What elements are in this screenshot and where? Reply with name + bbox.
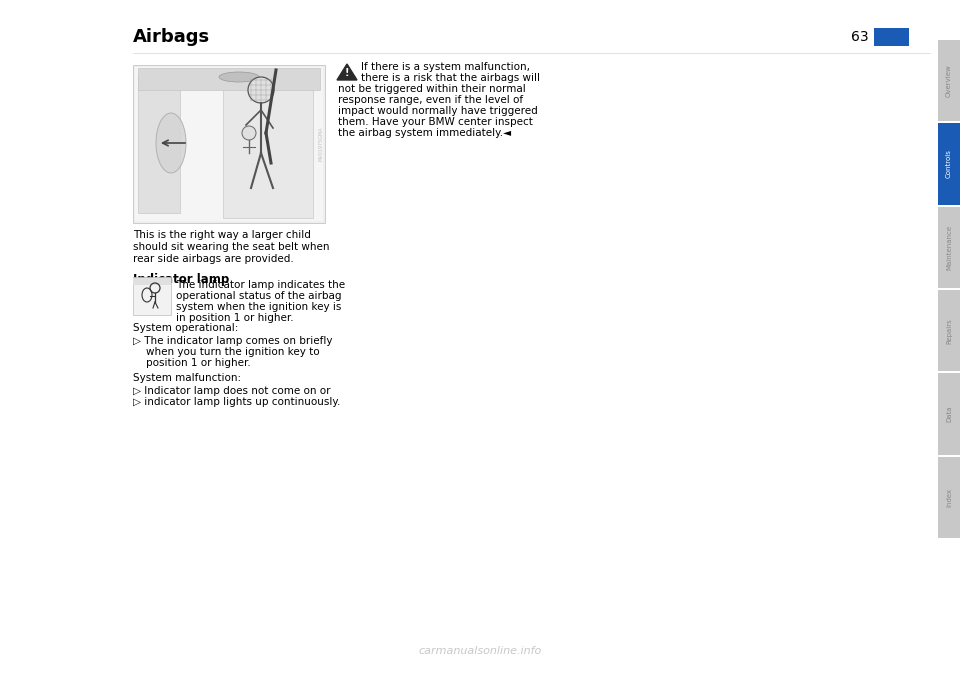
Text: system when the ignition key is: system when the ignition key is: [176, 302, 342, 312]
Bar: [133, 65, 325, 223]
Text: when you turn the ignition key to: when you turn the ignition key to: [133, 347, 320, 357]
Text: impact would normally have triggered: impact would normally have triggered: [338, 106, 538, 116]
Bar: [874, 28, 909, 46]
Text: Maintenance: Maintenance: [946, 225, 952, 270]
Text: position 1 or higher.: position 1 or higher.: [133, 358, 251, 368]
Text: The indicator lamp indicates the: The indicator lamp indicates the: [176, 280, 346, 290]
Bar: [138, 68, 320, 90]
Text: carmanualsonline.info: carmanualsonline.info: [419, 646, 541, 656]
Text: there is a risk that the airbags will: there is a risk that the airbags will: [361, 73, 540, 83]
Circle shape: [248, 77, 274, 103]
Bar: [133, 278, 171, 285]
Text: Airbags: Airbags: [133, 28, 210, 46]
Polygon shape: [337, 64, 357, 80]
Bar: [938, 374, 960, 455]
Text: Overview: Overview: [946, 64, 952, 97]
Text: 63: 63: [852, 30, 869, 44]
Text: This is the right way a larger child: This is the right way a larger child: [133, 230, 311, 240]
Text: !: !: [345, 68, 349, 78]
Text: Index: Index: [946, 487, 952, 507]
Text: response range, even if the level of: response range, even if the level of: [338, 95, 523, 105]
Bar: [138, 75, 180, 213]
Text: Controls: Controls: [946, 150, 952, 178]
Text: Data: Data: [946, 405, 952, 422]
Bar: [223, 70, 313, 218]
Text: ▷ Indicator lamp does not come on or: ▷ Indicator lamp does not come on or: [133, 386, 330, 396]
Bar: [938, 40, 960, 121]
Text: should sit wearing the seat belt when: should sit wearing the seat belt when: [133, 242, 329, 252]
Text: System malfunction:: System malfunction:: [133, 373, 241, 383]
Text: ▷ indicator lamp lights up continuously.: ▷ indicator lamp lights up continuously.: [133, 397, 341, 407]
Text: in position 1 or higher.: in position 1 or higher.: [176, 313, 294, 323]
Text: rear side airbags are provided.: rear side airbags are provided.: [133, 254, 294, 264]
Text: Repairs: Repairs: [946, 318, 952, 344]
Text: not be triggered within their normal: not be triggered within their normal: [338, 84, 526, 94]
Text: the airbag system immediately.◄: the airbag system immediately.◄: [338, 128, 511, 138]
Text: If there is a system malfunction,: If there is a system malfunction,: [361, 62, 530, 72]
Bar: [938, 123, 960, 205]
Bar: [135, 67, 323, 221]
Circle shape: [242, 126, 256, 140]
Text: ▷ The indicator lamp comes on briefly: ▷ The indicator lamp comes on briefly: [133, 336, 332, 346]
Bar: [938, 457, 960, 538]
Text: MV01975GMA: MV01975GMA: [319, 127, 324, 161]
Bar: [133, 277, 171, 315]
Bar: [938, 207, 960, 288]
Text: them. Have your BMW center inspect: them. Have your BMW center inspect: [338, 117, 533, 127]
Ellipse shape: [156, 113, 186, 173]
Text: Indicator lamp: Indicator lamp: [133, 273, 229, 286]
Text: operational status of the airbag: operational status of the airbag: [176, 291, 342, 301]
Bar: [938, 290, 960, 372]
Text: System operational:: System operational:: [133, 323, 238, 333]
Ellipse shape: [219, 72, 259, 82]
